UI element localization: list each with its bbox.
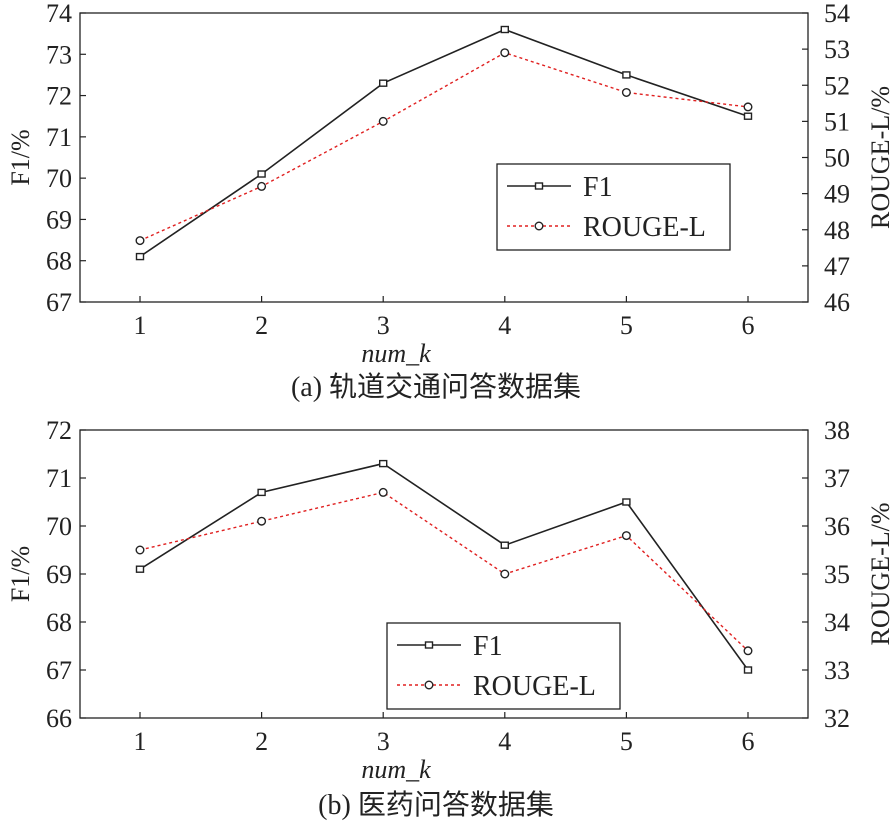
left-y-tick-label: 66 [46,704,72,733]
data-point-f1 [500,541,509,549]
data-point-rouge-l [743,646,753,656]
data-point-f1 [135,565,145,573]
right-y-axis-label: ROUGE-L/% [866,86,895,229]
legend-marker-f1 [534,182,544,190]
data-point-f1 [257,170,266,178]
left-y-tick-label: 70 [46,164,72,193]
x-axis-label: num_k [361,339,431,368]
chart-a: 67 68 69 70 71 72 73 74 46 47 48 49 50 51 52 53 54 1 2 3 4 5 6… [6,0,895,403]
left-y-tick-label: 67 [46,656,72,685]
series-line-rouge-l [139,491,749,652]
left-y-tick-label: 68 [46,247,72,276]
left-y-tick-label: 72 [46,82,72,111]
chart-caption: (b) 医药问答数据集 [318,789,554,821]
left-y-tick-label: 71 [46,123,72,152]
left-y-tick-label: 69 [46,205,72,234]
x-tick-label: 1 [134,311,147,340]
legend: F1 ROUGE-L [386,622,621,710]
x-tick-label: 1 [134,727,147,756]
right-y-tick-label: 38 [824,416,850,445]
x-tick-label: 6 [742,727,755,756]
data-point-rouge-l [135,236,145,246]
x-tick-label: 4 [498,727,511,756]
data-point-f1 [257,488,266,497]
legend-label-f1: F1 [473,631,503,662]
data-point-f1 [379,459,388,468]
data-point-rouge-l [500,569,510,579]
x-tick-label: 2 [255,727,268,756]
series-line-f1 [139,28,749,258]
legend-box [386,622,621,710]
data-point-rouge-l [621,531,631,541]
legend-label-f1: F1 [583,172,613,203]
data-point-f1 [743,666,753,674]
right-y-tick-label: 51 [824,107,850,136]
right-y-tick-label: 50 [824,144,850,173]
x-tick-label: 3 [377,727,390,756]
right-y-tick-label: 53 [824,35,850,64]
right-y-tick-label: 52 [824,71,850,100]
x-tick-label: 2 [255,311,268,340]
x-tick-label: 6 [742,311,755,340]
left-y-tick-label: 67 [46,288,72,317]
legend-marker-rouge-l [424,680,434,690]
data-point-rouge-l [135,545,145,555]
data-point-f1 [379,79,388,87]
x-tick-label: 5 [620,727,633,756]
legend-label-rouge-l: ROUGE-L [583,212,706,243]
legend-label-rouge-l: ROUGE-L [473,671,596,702]
data-point-f1 [135,252,145,261]
x-tick-label: 4 [498,311,511,340]
data-point-rouge-l [257,181,267,191]
right-y-tick-label: 37 [824,464,850,493]
data-point-rouge-l [500,48,510,58]
data-point-f1 [500,25,509,34]
left-y-tick-label: 74 [46,0,72,28]
data-point-f1 [622,498,631,506]
right-y-tick-label: 35 [824,560,850,589]
left-y-axis-label: F1/% [6,129,35,185]
right-y-tick-label: 49 [824,180,850,209]
left-y-tick-label: 68 [46,608,72,637]
legend-marker-rouge-l [534,221,544,231]
right-y-tick-label: 54 [824,0,850,28]
data-point-rouge-l [257,516,267,526]
data-point-f1 [743,112,753,120]
right-y-axis-label: ROUGE-L/% [866,503,895,646]
x-tick-label: 3 [377,311,390,340]
right-y-tick-label: 48 [824,216,850,245]
x-tick-label: 5 [620,311,633,340]
right-y-tick-label: 33 [824,656,850,685]
series-line-f1 [139,462,749,671]
data-point-rouge-l [378,116,388,126]
right-y-tick-label: 34 [824,608,850,637]
left-y-tick-label: 72 [46,416,72,445]
x-axis-label: num_k [361,755,431,784]
left-y-tick-label: 73 [46,40,72,69]
data-point-f1 [622,71,631,79]
left-y-axis-label: F1/% [6,546,35,602]
legend-marker-f1 [424,641,434,649]
left-y-tick-label: 69 [46,560,72,589]
data-point-rouge-l [621,87,631,97]
data-point-rouge-l [743,102,753,112]
data-point-rouge-l [378,487,388,497]
legend: F1 ROUGE-L [496,163,731,251]
right-y-tick-label: 47 [824,252,850,281]
left-y-tick-label: 70 [46,512,72,541]
right-y-tick-label: 36 [824,512,850,541]
chart-caption: (a) 轨道交通问答数据集 [291,371,581,403]
right-y-tick-label: 32 [824,704,850,733]
series-line-rouge-l [139,51,749,242]
right-y-tick-label: 46 [824,288,850,317]
left-y-tick-label: 71 [46,464,72,493]
legend-box [496,163,731,251]
